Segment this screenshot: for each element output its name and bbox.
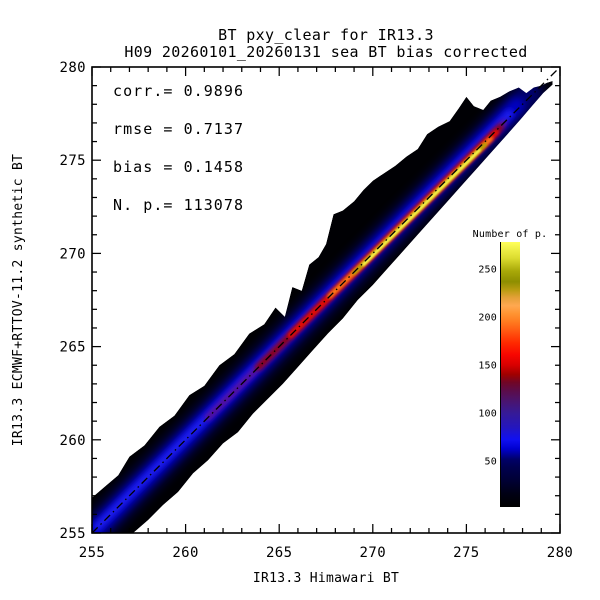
x-axis-title: IR13.3 Himawari BT <box>253 571 399 586</box>
colorbar: 250 200 150 100 50 <box>478 242 520 507</box>
stat-corr: corr.= 0.9896 <box>113 82 244 100</box>
y-tick-label: 265 <box>60 340 87 356</box>
colorbar-tick-label: 250 <box>478 265 497 276</box>
stat-bias: bias = 0.1458 <box>113 158 244 176</box>
chart-title: BT pxy_clear for IR13.3 <box>218 26 434 44</box>
x-tick-label: 275 <box>453 545 480 561</box>
y-tick-label: 280 <box>60 60 87 76</box>
density-band <box>92 81 553 533</box>
colorbar-tick-label: 50 <box>485 456 497 467</box>
y-tick-label: 270 <box>60 246 87 262</box>
colorbar-title: Number of p. <box>473 229 548 240</box>
y-tick-label: 255 <box>60 526 87 542</box>
x-tick-label: 280 <box>547 545 574 561</box>
x-tick-labels: 255 260 265 270 275 280 <box>79 545 574 561</box>
axis-ticks <box>91 66 561 534</box>
x-tick-label: 270 <box>360 545 387 561</box>
colorbar-bar <box>501 242 520 507</box>
colorbar-tick-label: 100 <box>478 408 497 419</box>
stat-npoints: N. p.= 113078 <box>113 196 244 214</box>
chart-generated-layer: 255 260 265 270 275 2802552602652702752802502… <box>60 60 574 561</box>
y-tick-label: 260 <box>60 433 87 449</box>
y-axis-title: IR13.3 ECMWF+RTTOV-11.2 synthetic BT <box>11 154 26 447</box>
plot-area <box>92 67 560 533</box>
plot-frame <box>91 66 561 534</box>
x-tick-label: 255 <box>79 545 106 561</box>
chart-subtitle: H09 20260101_20260131 sea BT bias correc… <box>124 43 527 61</box>
colorbar-tick-label: 200 <box>478 312 497 323</box>
stat-rmse: rmse = 0.7137 <box>113 120 244 138</box>
y-tick-labels: 255 260 265 270 275 280 <box>60 60 87 542</box>
x-tick-label: 265 <box>266 545 293 561</box>
identity-line <box>92 67 560 533</box>
density-level-250 <box>362 148 481 266</box>
y-tick-label: 275 <box>60 153 87 169</box>
x-tick-label: 260 <box>172 545 199 561</box>
colorbar-tick-label: 150 <box>478 360 497 371</box>
